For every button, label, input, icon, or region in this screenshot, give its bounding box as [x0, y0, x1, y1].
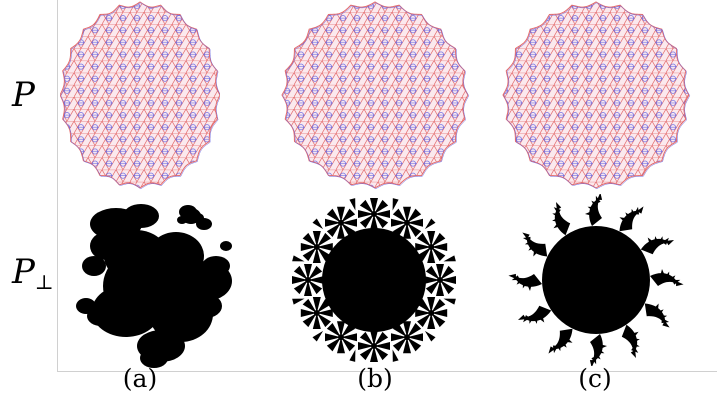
- column-label-b: (b): [357, 364, 393, 393]
- window-panel-c: [508, 194, 684, 366]
- column-label-a: (a): [122, 364, 158, 393]
- tiling-disc: [281, 1, 470, 190]
- column-label-c: (c): [578, 364, 612, 393]
- row-label-p-perp: P⊥: [12, 252, 54, 294]
- tiling-disc: [60, 1, 220, 190]
- window-panel-a: [76, 204, 232, 368]
- bottom-axis-line: [57, 371, 717, 372]
- tiling-panel-a: [60, 1, 220, 190]
- row-label-p: P: [12, 75, 35, 115]
- tiling-disc: [502, 1, 691, 190]
- window-panel-b: [292, 198, 456, 362]
- tiling-panel-b: [281, 1, 470, 190]
- tiling-panel-c: [502, 1, 691, 190]
- spiral-window-shape: [508, 194, 684, 366]
- rosette-window-shape: [292, 198, 456, 362]
- left-axis-line: [57, 0, 58, 372]
- fractal-window-shape: [76, 204, 232, 368]
